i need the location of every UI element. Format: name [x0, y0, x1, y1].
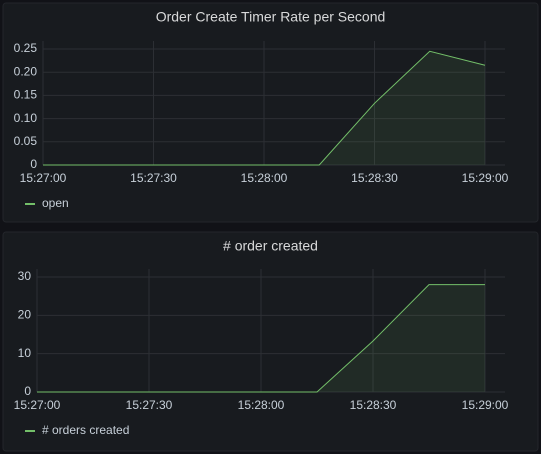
- x-tick-label: 15:27:30: [126, 398, 173, 412]
- y-tick-label: 0.15: [14, 88, 38, 102]
- x-tick-label: 15:27:00: [20, 171, 67, 185]
- line: [37, 284, 485, 393]
- x-tick-label: 15:27:30: [130, 171, 177, 185]
- legend-label: open: [42, 196, 69, 210]
- y-tick-label: 0.25: [14, 41, 38, 55]
- x-tick-label: 15:29:00: [462, 398, 509, 412]
- area: [43, 51, 485, 165]
- x-tick-label: 15:28:00: [238, 398, 285, 412]
- y-tick-label: 0: [24, 384, 31, 398]
- area: [37, 284, 485, 392]
- x-tick-label: 15:29:00: [462, 171, 509, 185]
- panel: [2, 2, 539, 223]
- y-tick-label: 10: [18, 346, 32, 360]
- panel: [2, 231, 539, 452]
- y-tick-label: 0.05: [14, 134, 38, 148]
- chart-title: Order Create Timer Rate per Second: [156, 9, 386, 25]
- line: [43, 50, 486, 166]
- y-tick-label: 0.20: [14, 64, 38, 78]
- x-tick-label: 15:27:00: [14, 398, 61, 412]
- y-tick-label: 0: [30, 157, 37, 171]
- y-tick-label: 20: [18, 308, 32, 322]
- x-tick-label: 15:28:00: [241, 171, 288, 185]
- legend-label: # orders created: [42, 423, 129, 437]
- y-tick-label: 0.10: [14, 111, 38, 125]
- y-tick-label: 30: [18, 269, 32, 283]
- chart-title: # order created: [223, 238, 318, 254]
- x-tick-label: 15:28:30: [351, 171, 398, 185]
- x-tick-label: 15:28:30: [350, 398, 397, 412]
